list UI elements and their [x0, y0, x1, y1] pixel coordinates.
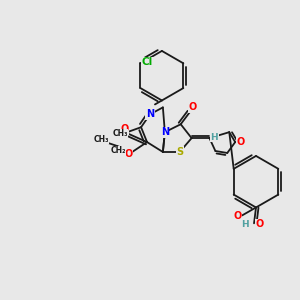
Text: O: O [236, 137, 244, 147]
Text: H: H [241, 220, 249, 229]
Text: N: N [161, 127, 169, 137]
Text: Cl: Cl [142, 57, 153, 67]
Text: O: O [124, 149, 132, 159]
Text: N: N [146, 109, 154, 119]
Text: CH₂: CH₂ [110, 146, 126, 155]
Text: O: O [120, 124, 128, 134]
Text: CH₃: CH₃ [112, 129, 128, 138]
Text: S: S [176, 147, 183, 157]
Text: O: O [256, 219, 264, 229]
Text: O: O [188, 102, 197, 112]
Text: O: O [233, 212, 241, 221]
Text: H: H [211, 133, 218, 142]
Text: CH₃: CH₃ [94, 135, 109, 144]
